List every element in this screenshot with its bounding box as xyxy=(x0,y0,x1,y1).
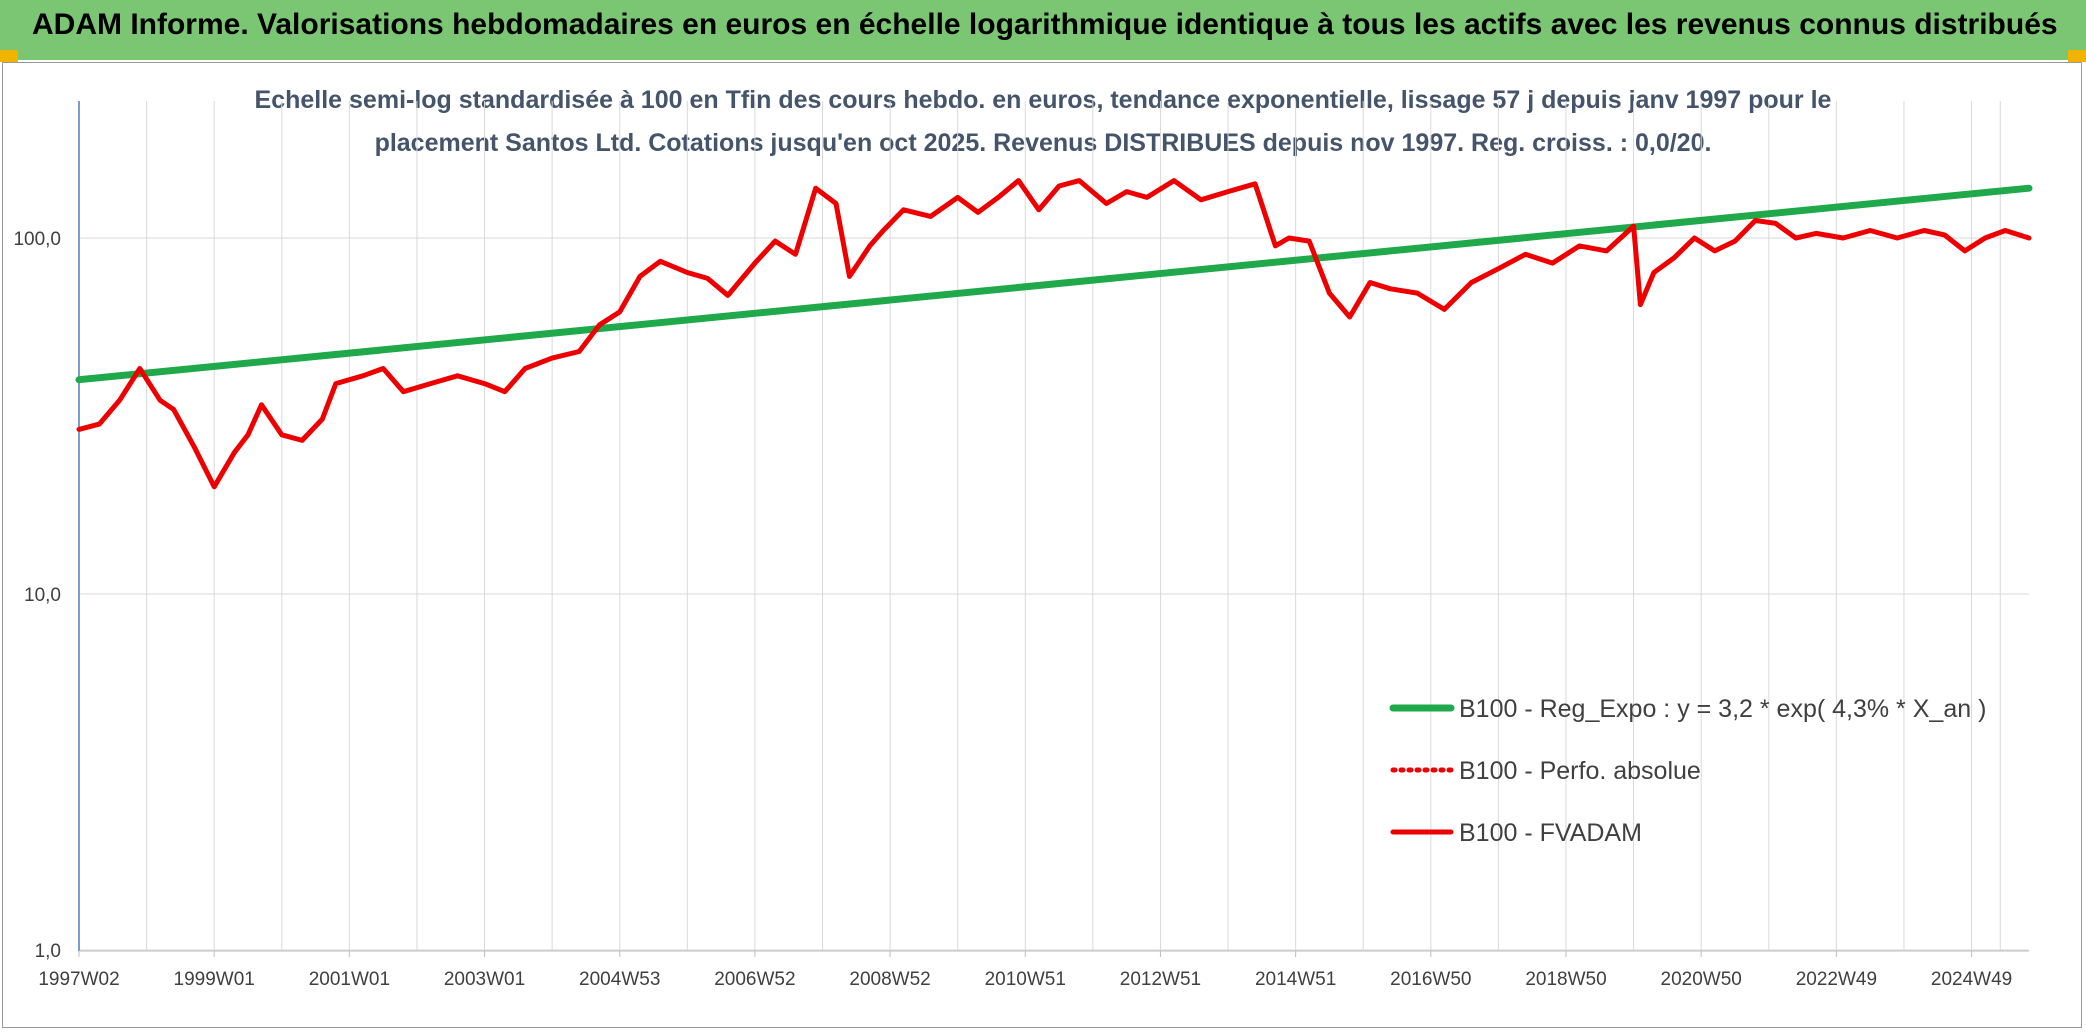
chart-frame: Echelle semi-log standardisée à 100 en T… xyxy=(2,62,2082,1028)
x-tick-label: 2010W51 xyxy=(985,969,1066,990)
chart-subtitle-line-1: Echelle semi-log standardisée à 100 en T… xyxy=(255,86,1832,114)
x-tick-label: 2006W52 xyxy=(714,969,795,990)
x-tick-label: 2012W51 xyxy=(1120,969,1201,990)
page-title: ADAM Informe. Valorisations hebdomadaire… xyxy=(32,8,2058,41)
x-tick-label: 2024W49 xyxy=(1931,969,2012,990)
x-tick-label: 1999W01 xyxy=(174,969,255,990)
x-tick-label: 2003W01 xyxy=(444,969,525,990)
corner-accent-right xyxy=(2068,50,2086,62)
x-tick-label: 2018W50 xyxy=(1525,969,1606,990)
x-tick-label: 2014W51 xyxy=(1255,969,1336,990)
trend-line xyxy=(75,184,2033,384)
chart-svg: Echelle semi-log standardisée à 100 en T… xyxy=(13,86,2033,990)
y-tick-label: 10,0 xyxy=(24,585,61,606)
legend-label: B100 - FVADAM xyxy=(1459,819,1642,847)
series-layer xyxy=(75,178,2033,490)
chart-subtitle-line-2: placement Santos Ltd. Cotations jusqu'en… xyxy=(375,129,1712,157)
corner-accent-left xyxy=(0,50,18,62)
x-tick-label: 2004W53 xyxy=(579,969,660,990)
y-tick-label: 1,0 xyxy=(35,941,61,962)
x-tick-label: 2022W49 xyxy=(1796,969,1877,990)
grid-layer xyxy=(79,101,2029,951)
legend-label: B100 - Perfo. absolue xyxy=(1459,757,1701,785)
x-tick-label: 2008W52 xyxy=(849,969,930,990)
x-tick-label: 2001W01 xyxy=(309,969,390,990)
x-tick-label: 1997W02 xyxy=(38,969,119,990)
x-tick-label: 2016W50 xyxy=(1390,969,1471,990)
legend: B100 - Reg_Expo : y = 3,2 * exp( 4,3% * … xyxy=(1389,695,1986,847)
y-tick-label: 100,0 xyxy=(13,229,61,250)
header-bar: ADAM Informe. Valorisations hebdomadaire… xyxy=(0,0,2086,60)
x-tick-label: 2020W50 xyxy=(1661,969,1742,990)
axis-layer: 1,0 10,0 100,0 1997W02 1999W01 2001W01 2003W01… xyxy=(13,101,2029,990)
legend-label: B100 - Reg_Expo : y = 3,2 * exp( 4,3% * … xyxy=(1459,695,1986,723)
fvadam-line xyxy=(76,178,2032,490)
